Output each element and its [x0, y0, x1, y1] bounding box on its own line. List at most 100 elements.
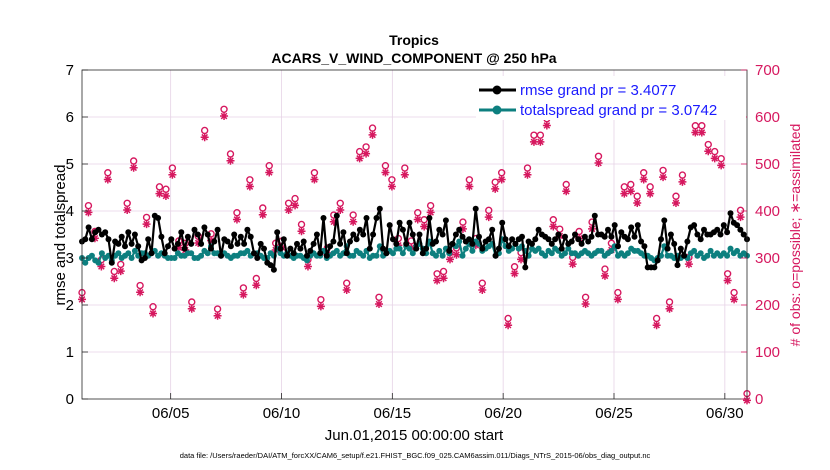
obs-assimilated-marker — [465, 182, 474, 191]
y-right-tick-label: 100 — [755, 344, 780, 361]
rmse-series-point — [204, 231, 211, 238]
obs-assimilated-marker — [220, 112, 229, 121]
rmse-series-point — [165, 243, 171, 250]
y-right-tick-label: 700 — [755, 62, 780, 79]
spread-series-point — [390, 250, 396, 257]
rmse-series-point — [519, 233, 525, 240]
obs-assimilated-marker — [226, 156, 235, 165]
rmse-series-point — [224, 238, 231, 245]
rmse-series-point — [581, 233, 588, 240]
obs-assimilated-marker — [207, 236, 216, 245]
rmse-series-point — [588, 233, 595, 240]
y-right-tick-label: 400 — [755, 203, 780, 220]
obs-assimilated-marker — [316, 302, 325, 311]
obs-assimilated-marker — [200, 133, 209, 142]
obs-assimilated-marker — [284, 206, 293, 215]
rmse-series-point — [677, 245, 684, 252]
rmse-series-point — [572, 231, 578, 238]
rmse-series-point — [548, 240, 555, 247]
x-tick-label: 06/10 — [263, 405, 301, 422]
rmse-series-point — [194, 231, 201, 238]
rmse-series-point — [158, 233, 165, 240]
rmse-series-point — [333, 212, 340, 219]
y-left-tick-label: 2 — [66, 297, 74, 314]
rmse-series-point — [545, 236, 552, 243]
rmse-series-point — [115, 240, 122, 247]
obs-assimilated-marker — [213, 311, 222, 320]
rmse-series-point — [585, 238, 592, 245]
rmse-series-point — [280, 236, 287, 243]
spread-series-point — [707, 247, 714, 254]
obs-assimilated-marker — [704, 147, 713, 156]
rmse-series-point — [148, 250, 155, 257]
rmse-series-point — [691, 222, 698, 229]
rmse-series-line — [81, 207, 748, 271]
obs-assimilated-marker — [510, 269, 519, 278]
obs-assimilated-marker — [123, 206, 132, 215]
obs-assimilated-marker — [652, 321, 661, 330]
rmse-series-point — [591, 212, 598, 219]
rmse-series-point — [241, 240, 248, 247]
obs-assimilated-marker — [291, 201, 300, 210]
legend-box — [476, 76, 746, 120]
rmse-series-point — [605, 226, 611, 233]
obs-assimilated-marker — [691, 128, 700, 137]
obs-assimilated-marker — [730, 295, 739, 304]
obs-assimilated-marker — [252, 281, 261, 290]
rmse-series-point — [399, 226, 406, 233]
obs-assimilated-marker — [420, 222, 429, 231]
obs-assimilated-marker — [362, 149, 371, 158]
rmse-series-point — [343, 250, 350, 257]
rmse-series-point — [658, 236, 664, 243]
legend-spread-label: totalspread grand pr = 3.0742 — [520, 102, 717, 119]
y-axis-label-left: rmse and totalspread — [52, 165, 69, 306]
rmse-series-point — [155, 215, 162, 221]
rmse-series-point — [102, 229, 109, 236]
spread-series-point — [171, 255, 178, 261]
obs-assimilated-marker — [355, 154, 364, 163]
data-file-footnote: data file: /Users/raeder/DAI/ATM_forcXX/… — [180, 451, 651, 460]
spread-series-point — [624, 250, 631, 257]
obs-assimilated-marker — [491, 184, 500, 193]
spread-series-point — [399, 250, 406, 257]
obs-assimilated-marker — [517, 255, 526, 264]
obs-assimilated-marker — [646, 189, 655, 198]
spread-series-point — [456, 238, 463, 245]
rmse-series-point — [489, 226, 496, 233]
rmse-series-point — [201, 224, 208, 231]
obs-assimilated-marker — [368, 130, 377, 139]
rmse-series-point — [578, 240, 585, 247]
obs-assimilated-marker — [303, 262, 312, 271]
rmse-series-point — [82, 236, 89, 243]
rmse-series-point — [608, 233, 615, 240]
obs-assimilated-marker — [446, 255, 455, 264]
rmse-series-point — [575, 236, 582, 243]
obs-assimilated-marker — [613, 295, 622, 304]
rmse-series-point — [88, 236, 95, 243]
rmse-series-point — [366, 245, 373, 252]
rmse-series-point — [555, 231, 562, 238]
rmse-series-point — [118, 233, 125, 240]
rmse-series-point — [601, 233, 608, 240]
rmse-series-point — [290, 250, 297, 257]
rmse-series-point — [181, 245, 188, 252]
rmse-series-point — [380, 245, 387, 252]
rmse-series-point — [227, 243, 234, 250]
y-left-tick-label: 7 — [66, 62, 74, 79]
spread-series-point — [462, 245, 469, 252]
spread-series-point — [704, 252, 711, 259]
spread-series-point — [396, 245, 403, 252]
legend-spread-marker — [492, 105, 502, 115]
spread-series-point — [131, 247, 138, 254]
rmse-series-point — [495, 245, 502, 252]
obs-assimilated-marker — [478, 285, 487, 294]
rmse-series-point — [284, 252, 291, 259]
rmse-series-point — [714, 226, 721, 233]
spread-series-point — [333, 247, 340, 254]
legend: rmse grand pr = 3.4077 totalspread grand… — [476, 76, 746, 120]
rmse-series-point — [628, 224, 635, 231]
spread-series-point — [535, 245, 542, 252]
rmse-series-point — [274, 229, 281, 236]
rmse-series-point — [350, 231, 357, 238]
